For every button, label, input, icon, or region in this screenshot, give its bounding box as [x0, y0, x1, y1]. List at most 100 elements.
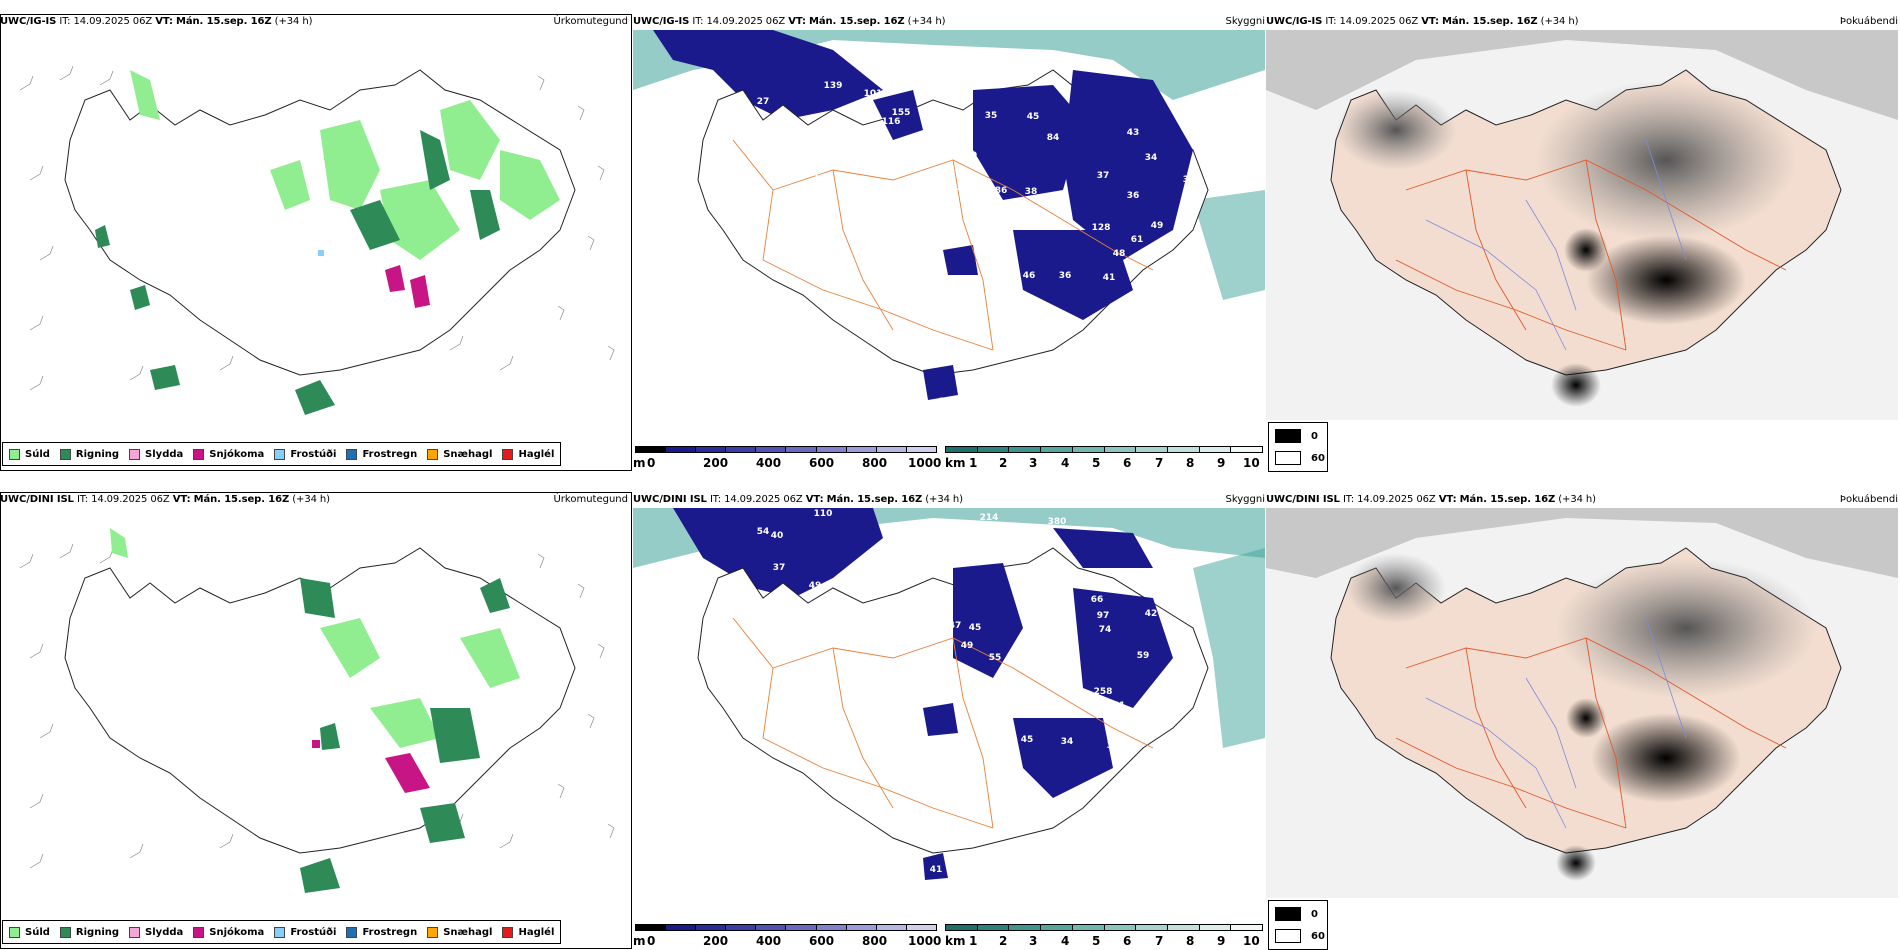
row1-header-fog: UWC/IG-IS IT: 14.09.2025 06Z VT: Mán. 15… [1266, 16, 1579, 27]
fog-legend-row2: 0 60 [1268, 900, 1328, 950]
legend-swatch [502, 926, 514, 938]
legend-swatch [274, 926, 286, 938]
legend-item: Slydda [129, 448, 183, 460]
svg-text:139: 139 [824, 81, 843, 91]
svg-text:35: 35 [985, 111, 998, 121]
svg-text:84: 84 [1047, 133, 1060, 143]
svg-text:214: 214 [980, 513, 999, 523]
cloud-title-row2: Skyggni [1225, 494, 1265, 505]
svg-text:48: 48 [1113, 249, 1126, 259]
row2-header: UWC/DINI ISL IT: 14.09.2025 06Z VT: Mán.… [0, 494, 330, 505]
svg-text:59: 59 [1137, 651, 1150, 661]
svg-text:41: 41 [1103, 273, 1116, 283]
legend-item: Haglél [502, 448, 554, 460]
svg-text:32: 32 [793, 125, 806, 135]
legend-item: Súld [9, 448, 50, 460]
svg-text:34: 34 [1061, 737, 1074, 747]
legend-swatch [129, 448, 141, 460]
legend-item: Frostregn [346, 926, 417, 938]
legend-item: Frostregn [346, 448, 417, 460]
svg-text:49: 49 [1151, 221, 1164, 231]
cloud-map-row2: 54 40 110 214 380 37 49 47 45 49 55 68 5… [633, 508, 1265, 898]
svg-text:68: 68 [967, 203, 980, 213]
precip-legend-row2: Súld Rigning Slydda Snjókoma Frostúði Fr… [2, 920, 562, 944]
svg-text:107: 107 [802, 169, 821, 179]
fog-map-row2 [1266, 508, 1898, 898]
fog-panel-row1: UWC/IG-IS IT: 14.09.2025 06Z VT: Mán. 15… [1266, 10, 1898, 472]
legend-swatch [59, 926, 71, 938]
visibility-scale [945, 924, 1263, 931]
cloud-map-svg-row2: 54 40 110 214 380 37 49 47 45 49 55 68 5… [633, 508, 1265, 880]
svg-text:57: 57 [957, 183, 970, 193]
svg-text:35: 35 [1189, 191, 1202, 201]
row2-header-fog: UWC/DINI ISL IT: 14.09.2025 06Z VT: Mán.… [1266, 494, 1596, 505]
svg-text:40: 40 [949, 165, 962, 175]
legend-item: Frostúði [274, 448, 336, 460]
fog-title: Þokuábendi [1839, 16, 1898, 27]
fog-map [1266, 30, 1898, 420]
legend-swatch [193, 448, 205, 460]
legend-swatch [129, 926, 141, 938]
svg-text:66: 66 [1091, 595, 1104, 605]
cloud-colorbar-row2: m 0 200 400 600 800 1000 km 1 2 3 4 5 6 … [633, 920, 1265, 950]
svg-text:43: 43 [1127, 128, 1140, 138]
legend-item: Frostúði [274, 926, 336, 938]
svg-text:45: 45 [969, 623, 982, 633]
svg-text:128: 128 [1092, 223, 1111, 233]
svg-text:74: 74 [1099, 625, 1112, 635]
svg-text:55: 55 [735, 95, 748, 105]
svg-text:61: 61 [1113, 701, 1126, 711]
svg-text:34: 34 [1145, 153, 1158, 163]
fog-swatch-black [1275, 429, 1301, 443]
svg-text:134: 134 [1004, 203, 1023, 213]
legend-swatch [9, 448, 20, 460]
precip-title-row2: Úrkomutegund [553, 494, 628, 505]
precip-map-svg-row2 [19, 528, 615, 893]
fog-map-svg [1266, 30, 1898, 420]
cloud-colorbar-row1: m 0 200 400 600 800 1000 km 1 2 3 4 5 6 … [633, 442, 1265, 472]
cloud-map-svg: 55 27 139 101 155 32 116 107 44 35 45 40… [633, 30, 1265, 407]
svg-text:47: 47 [949, 621, 962, 631]
svg-text:61: 61 [1131, 235, 1144, 245]
fog-swatch-white [1275, 451, 1301, 465]
legend-swatch [59, 448, 71, 460]
svg-text:36: 36 [1107, 741, 1120, 751]
svg-text:55: 55 [989, 653, 1002, 663]
svg-text:45: 45 [1021, 735, 1034, 745]
legend-swatch [346, 448, 358, 460]
svg-text:57: 57 [1021, 695, 1034, 705]
precip-map-row2 [0, 508, 632, 898]
svg-text:40: 40 [771, 531, 784, 541]
legend-item: Snæhagl [427, 926, 492, 938]
legend-item: Snjókoma [193, 448, 264, 460]
svg-text:155: 155 [892, 108, 911, 118]
legend-swatch [427, 448, 439, 460]
fog-panel-row2: UWC/DINI ISL IT: 14.09.2025 06Z VT: Mán.… [1266, 488, 1898, 950]
precip-panel-row1: UWC/IG-IS IT: 14.09.2025 06Z VT: Mán. 15… [0, 10, 632, 472]
fog-swatch-white [1275, 929, 1301, 943]
precip-panel-row2: UWC/DINI ISL IT: 14.09.2025 06Z VT: Mán.… [0, 488, 632, 950]
cloud-title: Skyggni [1225, 16, 1265, 27]
row1-header: UWC/IG-IS IT: 14.09.2025 06Z VT: Mán. 15… [0, 16, 313, 27]
legend-item: Slydda [129, 926, 183, 938]
svg-text:44: 44 [947, 113, 960, 123]
svg-text:36: 36 [1059, 271, 1072, 281]
legend-swatch [346, 926, 358, 938]
svg-text:49: 49 [965, 151, 978, 161]
svg-text:49: 49 [961, 641, 974, 651]
svg-text:86: 86 [995, 186, 1008, 196]
legend-item: Rigning [59, 926, 119, 938]
svg-text:380: 380 [1048, 517, 1067, 527]
svg-text:41: 41 [930, 865, 943, 875]
svg-text:68: 68 [1005, 673, 1018, 683]
svg-text:101: 101 [864, 89, 883, 99]
cloud-base-scale [635, 924, 937, 931]
svg-text:35: 35 [1039, 705, 1052, 715]
svg-text:49: 49 [809, 581, 822, 591]
legend-swatch [9, 926, 20, 938]
svg-text:37: 37 [1097, 171, 1110, 181]
svg-text:42: 42 [1145, 609, 1158, 619]
legend-item: Súld [9, 926, 50, 938]
legend-item: Snæhagl [427, 448, 492, 460]
cloud-map: 55 27 139 101 155 32 116 107 44 35 45 40… [633, 30, 1265, 420]
